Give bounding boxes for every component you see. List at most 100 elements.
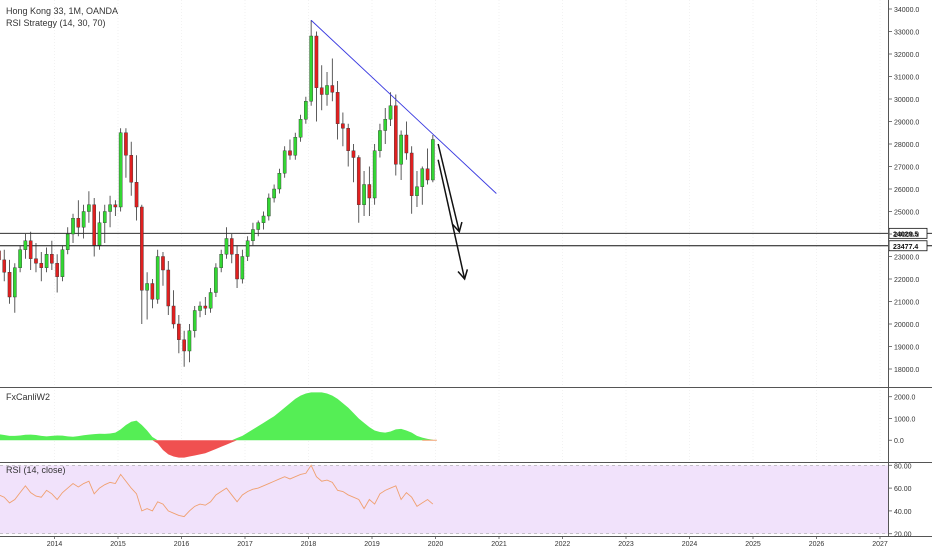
candle-body [192, 310, 197, 331]
candle-body [28, 240, 33, 259]
trendline [310, 19, 497, 194]
candle-body [383, 119, 388, 131]
candle-body [267, 197, 271, 217]
y-tick-label: 32000.0 [894, 52, 919, 59]
candle-body [7, 272, 12, 298]
candle-body [240, 256, 245, 280]
y-tick-label: 21000.0 [894, 300, 919, 307]
candle-body [272, 188, 276, 199]
rsi-layer [0, 464, 434, 518]
candle-body [261, 215, 266, 223]
arrow-head [457, 269, 469, 281]
candle-body [92, 204, 96, 246]
x-tick-label: 2016 [174, 541, 190, 548]
candle-body [219, 254, 223, 268]
x-tick-label: 2023 [618, 541, 634, 548]
candle-body [0, 250, 1, 261]
y-tick-label: 34000.0 [894, 7, 919, 14]
level-lines: 24029.5 23477.4 [0, 227, 932, 252]
rsi-tick-label: 20.00 [894, 532, 912, 539]
y-tick-label: 27000.0 [894, 165, 919, 172]
candle-body [87, 204, 91, 212]
candle-body [277, 173, 282, 190]
candle-body [409, 152, 414, 196]
x-tick-label: 2022 [555, 541, 571, 548]
x-tick-label: 2017 [237, 541, 253, 548]
candle-body [372, 150, 377, 199]
candle-body [356, 157, 361, 205]
x-tick-label: 2019 [364, 541, 380, 548]
candle-body [60, 249, 65, 277]
drawings-layer [310, 19, 497, 281]
rsi-tick-label: 40.00 [894, 509, 912, 516]
x-tick-label: 2018 [301, 541, 317, 548]
candle-body [235, 254, 239, 280]
candle-body [129, 155, 134, 183]
candle-body [2, 259, 7, 273]
candle-body [208, 292, 213, 309]
candle-body [325, 85, 329, 95]
candle-body [23, 240, 28, 250]
candle-body [362, 184, 366, 205]
candle-body [399, 134, 403, 165]
candle-body [282, 150, 287, 174]
candle-body [214, 267, 218, 293]
candles-layer [0, 20, 435, 367]
osc-tick-label: 1000.0 [894, 416, 916, 423]
x-tick-label: 2025 [745, 541, 761, 548]
y-tick-label: 29000.0 [894, 120, 919, 127]
candle-body [229, 238, 234, 255]
oscillator-positive-area [0, 392, 433, 441]
candle-body [245, 240, 250, 257]
candle-body [319, 87, 324, 95]
candle-body [171, 305, 176, 325]
grid [54, 0, 881, 536]
x-tick-label: 2021 [491, 541, 507, 548]
candle-body [182, 339, 186, 352]
candle-body [39, 263, 44, 268]
level-label: 23477.4 [893, 244, 918, 251]
arrow-shaft [437, 159, 466, 280]
candle-body [71, 218, 75, 235]
candle-body [50, 254, 54, 264]
candle-body [378, 130, 382, 151]
y-tick-label: 20000.0 [894, 322, 919, 329]
candle-body [256, 222, 261, 230]
rsi-tick-label: 60.00 [894, 486, 912, 493]
x-tick-label: 2026 [809, 541, 825, 548]
candle-body [124, 132, 128, 156]
arrow-shaft [437, 143, 461, 232]
y-tick-label: 23000.0 [894, 255, 919, 262]
candle-body [425, 168, 430, 181]
candle-body [346, 128, 350, 151]
candle-body [150, 283, 155, 300]
candle-body [81, 211, 86, 228]
candle-body [415, 186, 419, 196]
candle-body [187, 330, 192, 352]
candle-body [55, 263, 59, 277]
rsi-line [0, 464, 434, 518]
candle-body [18, 249, 22, 268]
symbol-title: Hong Kong 33, 1M, OANDA [6, 6, 118, 16]
candle-body [404, 134, 409, 154]
y-tick-label: 18000.0 [894, 367, 919, 374]
rsi-band-layer [0, 464, 888, 535]
x-tick-label: 2027 [872, 541, 888, 548]
candle-body [145, 283, 149, 291]
osc-tick-label: 2000.0 [894, 395, 916, 402]
candle-body [330, 85, 335, 93]
y-tick-label: 22000.0 [894, 277, 919, 284]
candle-body [102, 211, 107, 223]
oscillator-negative-area [0, 440, 433, 458]
y-tick-label: 33000.0 [894, 30, 919, 37]
candle-body [335, 92, 340, 124]
x-tick-label: 2015 [110, 541, 126, 548]
arrow-head [452, 221, 463, 234]
candle-body [351, 150, 356, 158]
x-tick-label: 2024 [682, 541, 698, 548]
candle-body [431, 139, 435, 181]
y-tick-label: 30000.0 [894, 97, 919, 104]
candle-body [161, 256, 165, 271]
